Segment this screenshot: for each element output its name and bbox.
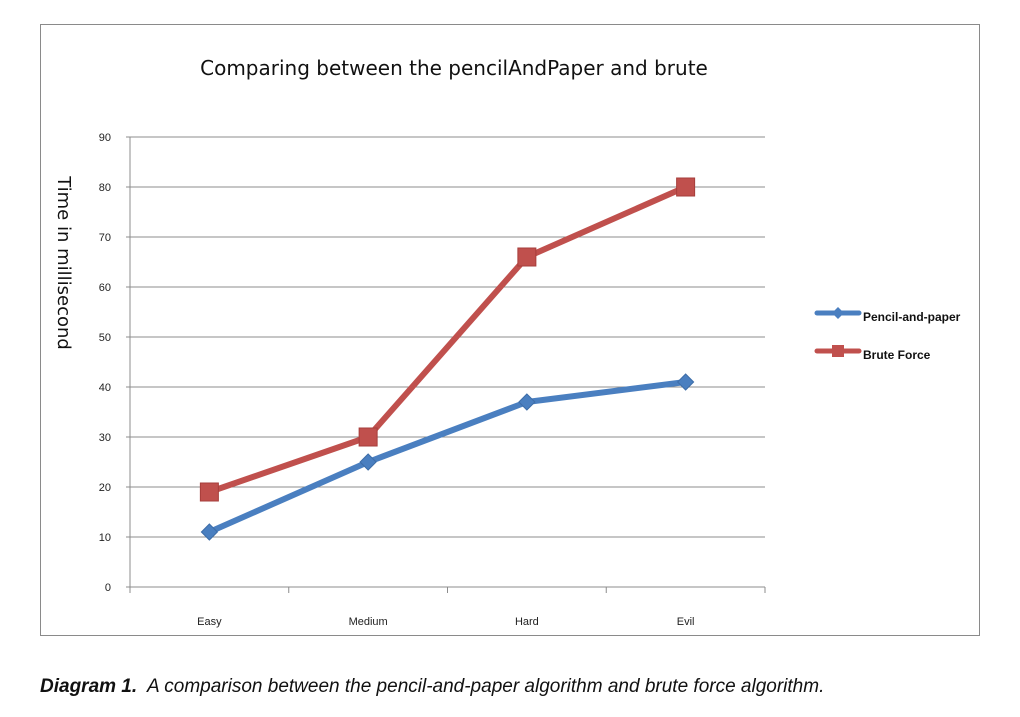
y-tick-label: 90	[99, 132, 111, 144]
y-tick-label: 0	[105, 582, 111, 594]
data-point-square	[199, 482, 219, 502]
line-chart: Comparing between the pencilAndPaper and…	[53, 56, 961, 628]
data-point-diamond	[359, 453, 377, 471]
data-point-diamond	[518, 393, 536, 411]
chart-title: Comparing between the pencilAndPaper and…	[200, 56, 708, 80]
legend: Pencil-and-paper Brute Force	[814, 307, 961, 362]
chart-frame: Comparing between the pencilAndPaper and…	[40, 24, 980, 636]
data-point-square	[358, 427, 378, 447]
figure-caption: Diagram 1. A comparison between the penc…	[40, 676, 824, 698]
y-tick-label: 60	[99, 282, 111, 294]
caption-text: A comparison between the pencil-and-pape…	[147, 676, 825, 697]
y-tick-label: 50	[99, 332, 111, 344]
x-tick-label: Easy	[197, 616, 222, 628]
series-line-0	[206, 379, 689, 535]
y-tick-label: 30	[99, 432, 111, 444]
y-tick-label: 80	[99, 182, 111, 194]
legend-marker-diamond	[832, 307, 844, 319]
data-point-diamond	[200, 523, 219, 541]
series-layer	[199, 177, 696, 541]
y-tick-label: 20	[99, 482, 111, 494]
x-tick-label: Hard	[515, 616, 539, 628]
series-line-1	[206, 184, 689, 495]
data-point-square	[676, 177, 696, 197]
y-axis-label: Time in millisecond	[53, 175, 74, 350]
x-tick-label: Medium	[349, 616, 388, 628]
data-point-square	[517, 247, 537, 267]
caption-label: Diagram 1.	[40, 676, 138, 697]
y-tick-label: 70	[99, 232, 111, 244]
gridlines	[126, 136, 765, 588]
axes: 0 10 20 30 40 50 60 70 80 90 Easy Medium Hard Evil	[99, 132, 766, 628]
x-tick-label: Evil	[677, 616, 695, 628]
data-point-diamond	[676, 373, 695, 391]
legend-marker-square	[832, 345, 844, 357]
legend-label: Brute Force	[863, 348, 931, 362]
y-tick-label: 40	[99, 382, 111, 394]
legend-label: Pencil-and-paper	[863, 310, 961, 324]
y-tick-label: 10	[99, 532, 111, 544]
